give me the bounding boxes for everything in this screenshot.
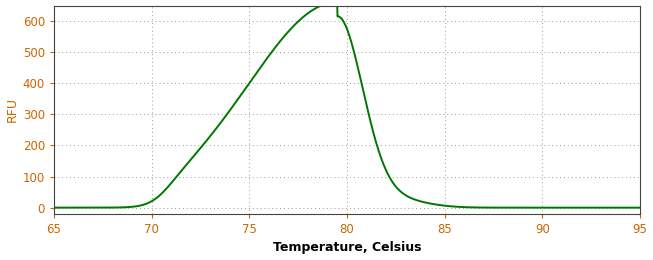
X-axis label: Temperature, Celsius: Temperature, Celsius [273, 242, 421, 255]
Y-axis label: RFU: RFU [6, 97, 18, 122]
